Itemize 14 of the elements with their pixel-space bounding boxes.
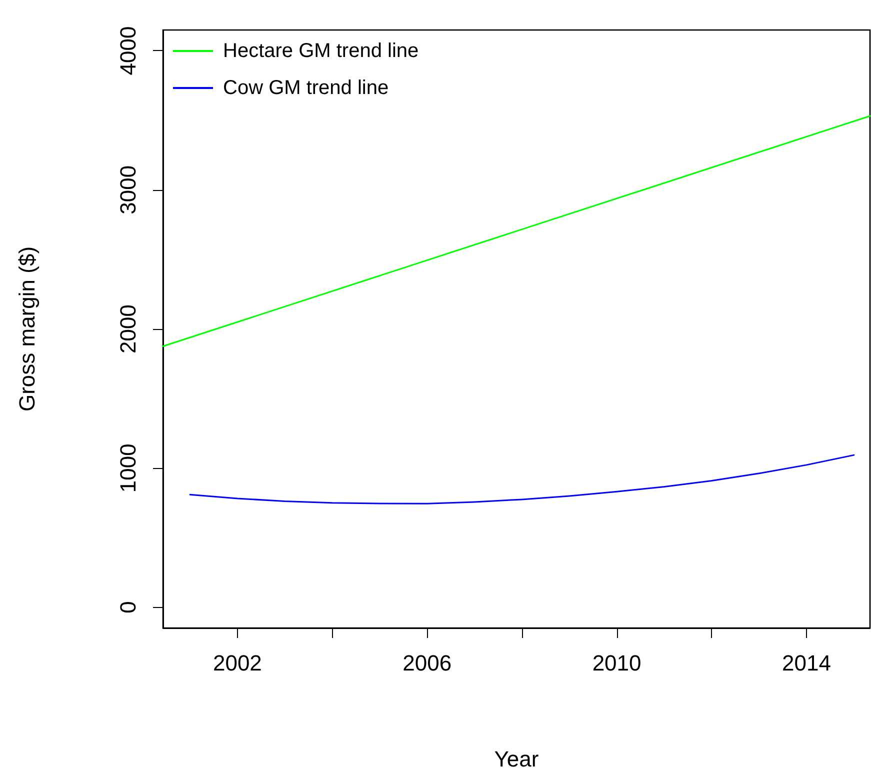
y-tick-label: 1000 — [116, 444, 140, 493]
y-axis-title: Gross margin ($) — [14, 246, 40, 412]
x-tick-label: 2006 — [402, 650, 452, 676]
y-tick-label: 4000 — [116, 26, 140, 76]
line-series — [189, 454, 855, 504]
x-tick-label: 2010 — [592, 650, 642, 676]
y-tick-label: 2000 — [116, 304, 140, 354]
y-tick-label: 3000 — [116, 165, 140, 214]
x-axis-title: Year — [494, 746, 539, 772]
y-tick-label: 0 — [116, 601, 140, 614]
x-tick-label: 2002 — [212, 650, 262, 676]
legend-label: Hectare GM trend line — [223, 40, 419, 62]
x-tick-label: 2014 — [782, 650, 831, 676]
legend-label: Cow GM trend line — [223, 77, 389, 99]
